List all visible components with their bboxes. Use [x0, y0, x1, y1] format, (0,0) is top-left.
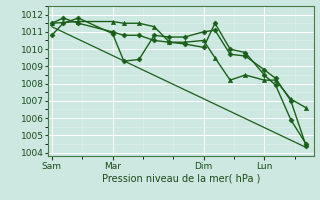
- X-axis label: Pression niveau de la mer( hPa ): Pression niveau de la mer( hPa ): [102, 173, 260, 183]
